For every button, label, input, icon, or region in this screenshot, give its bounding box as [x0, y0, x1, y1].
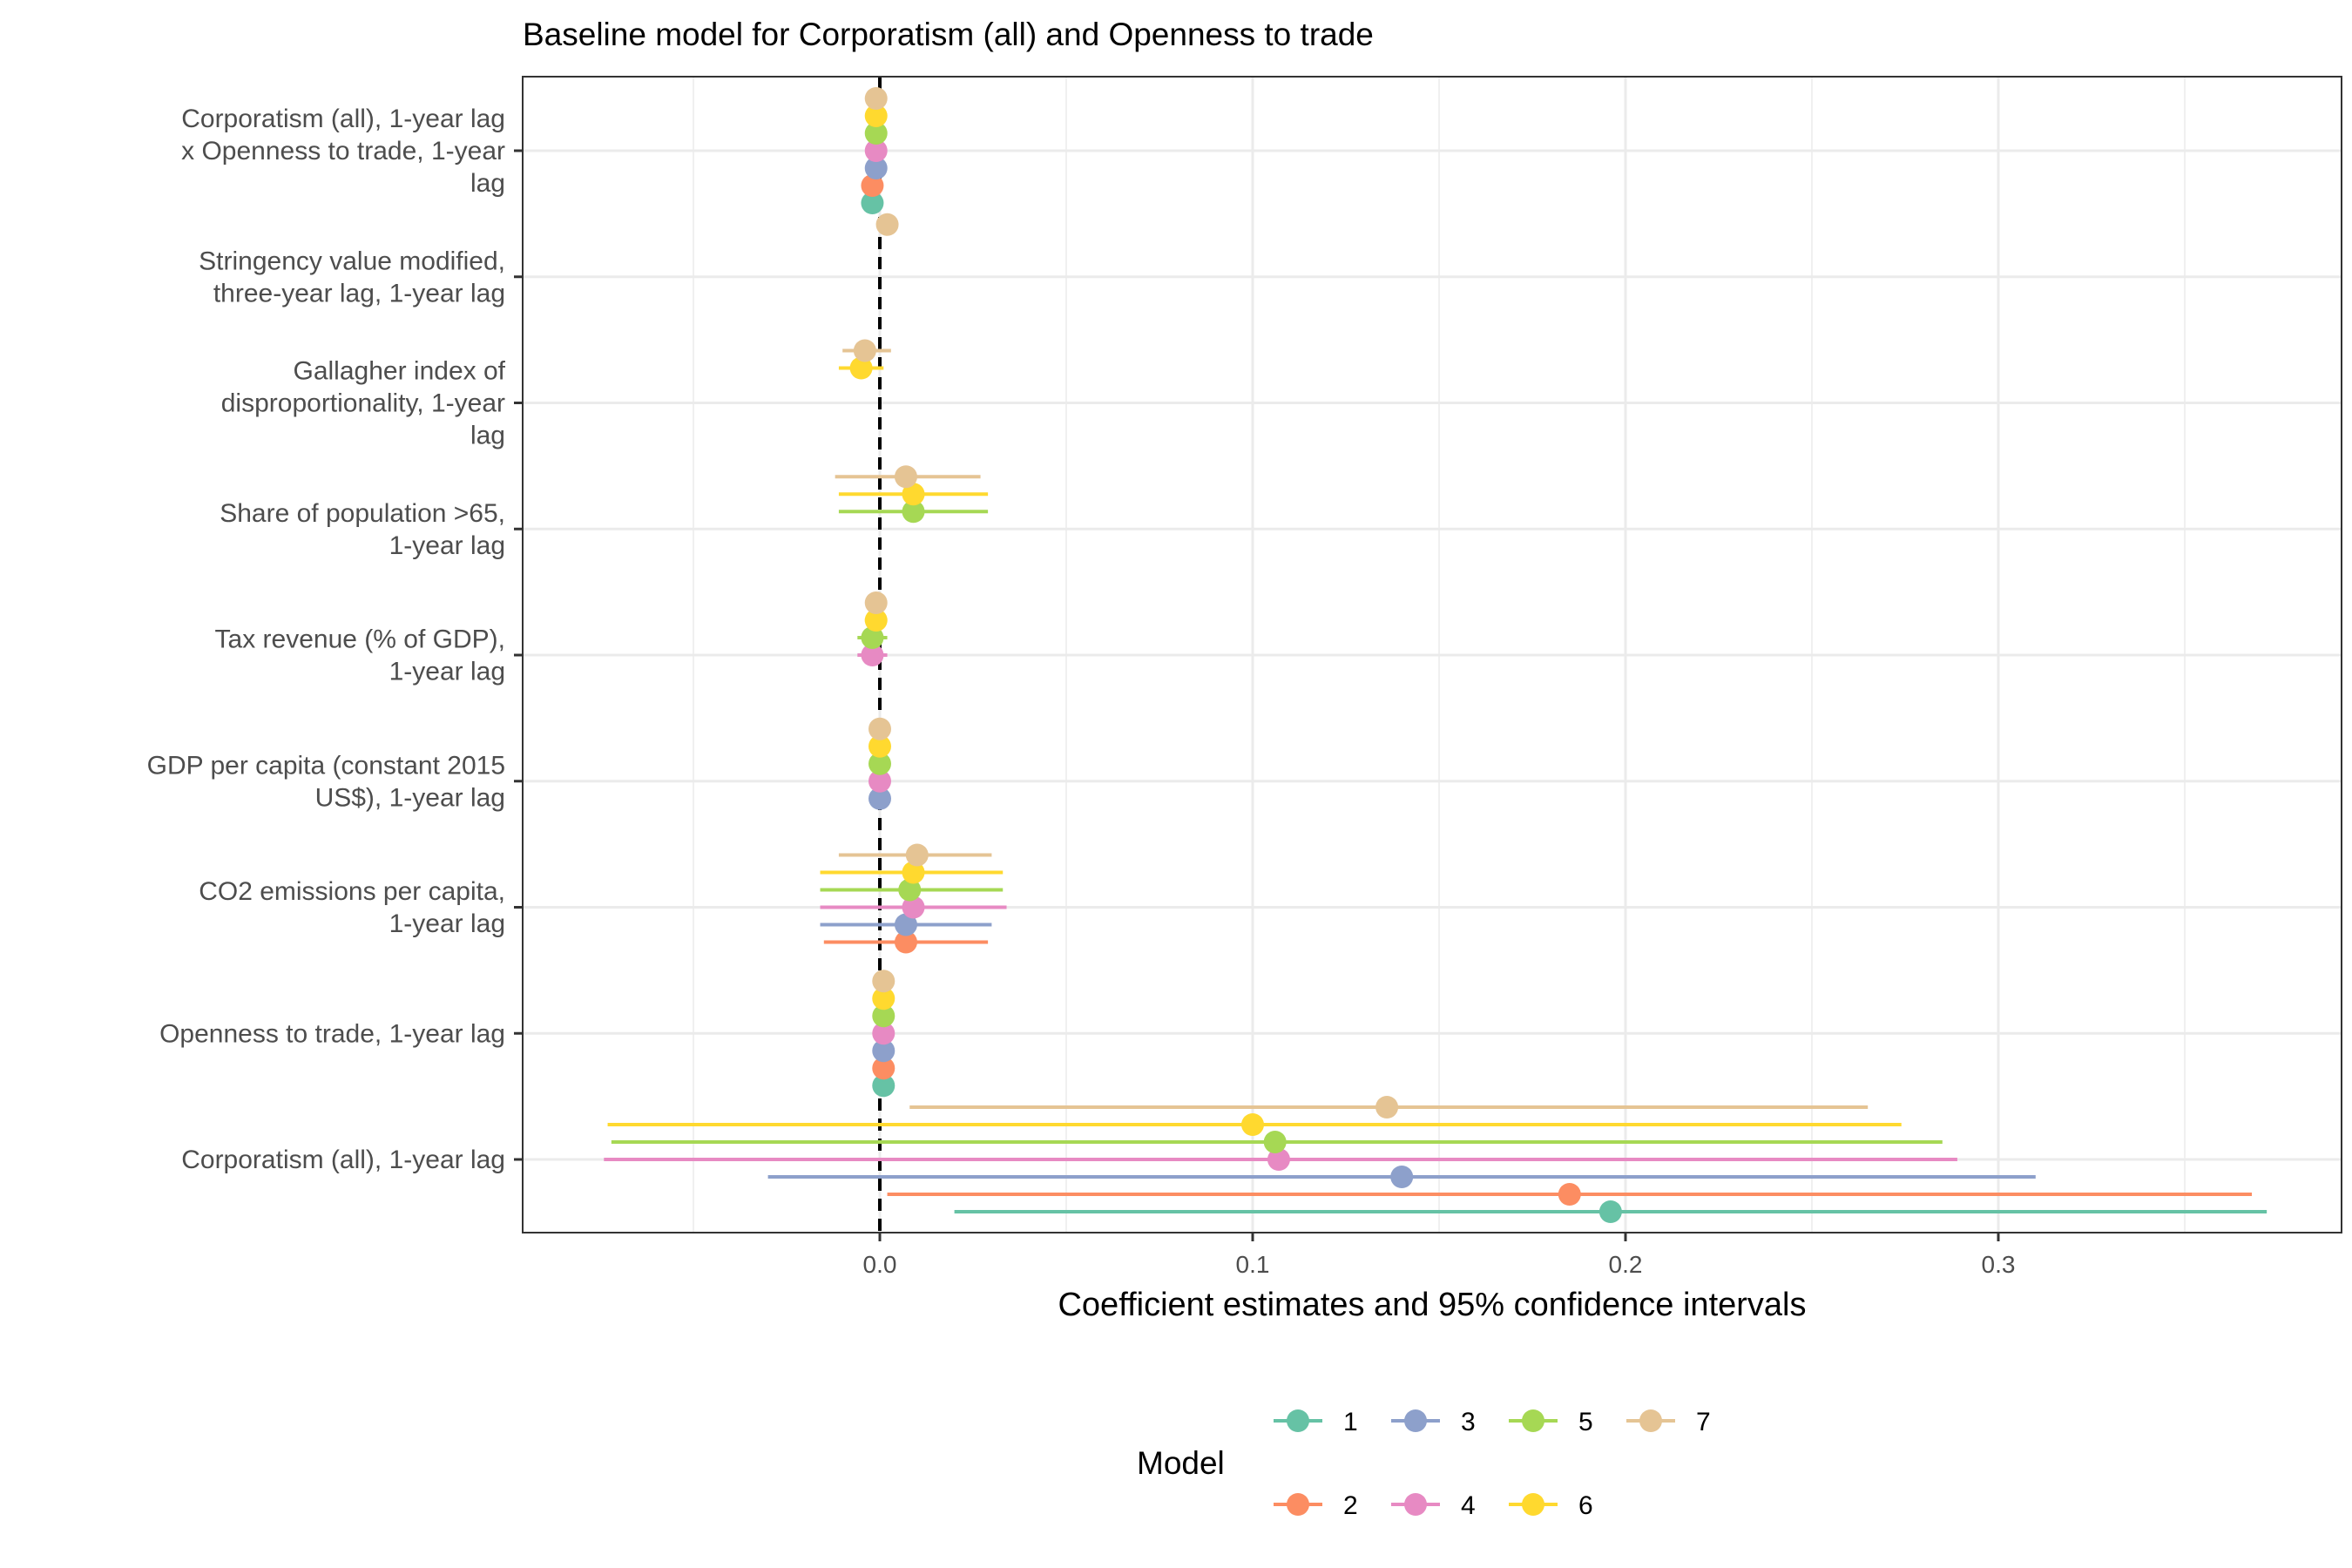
x-tick-label: 0.2	[1609, 1251, 1643, 1278]
x-axis-title: Coefficient estimates and 95% confidence…	[1058, 1287, 1806, 1323]
coefficient-point	[894, 465, 917, 489]
coefficient-point	[868, 717, 891, 740]
y-tick-label: Stringency value modified, three-year lag…	[199, 247, 505, 308]
series-model-4-points	[861, 139, 1290, 1171]
legend: Model 1 2 3 4 5 6 7	[1137, 1408, 1711, 1520]
coefficient-point	[872, 1004, 896, 1028]
legend-label: 4	[1461, 1491, 1476, 1520]
legend-item-7: 7	[1626, 1408, 1711, 1436]
coefficient-point	[894, 913, 917, 936]
coefficient-point	[1375, 1096, 1399, 1119]
coefficient-point	[868, 734, 891, 758]
y-tick-label: Share of population >65, 1-year lag	[220, 499, 505, 560]
series-model-3-points	[864, 157, 1414, 1188]
coefficient-point	[872, 1057, 896, 1080]
y-tick-label: Gallagher index of disproportionality, 1-…	[221, 357, 506, 450]
y-tick-label: CO2 emissions per capita, 1-year lag	[199, 877, 505, 938]
coefficient-point	[1598, 1200, 1622, 1223]
x-tick-label: 0.0	[863, 1251, 897, 1278]
coefficient-point	[864, 157, 888, 179]
coefficient-point	[864, 105, 888, 127]
legend-title: Model	[1137, 1445, 1225, 1481]
legend-label: 3	[1461, 1408, 1476, 1436]
coefficient-point	[868, 787, 891, 810]
y-tick-label: Corporatism (all), 1-year lag	[181, 1146, 505, 1174]
coefficient-point	[872, 970, 896, 993]
y-axis: Corporatism (all), 1-year lag x Openness …	[147, 105, 523, 1174]
grid-lines	[523, 77, 2342, 1233]
coefficient-point	[872, 987, 896, 1010]
legend-key-point	[1287, 1409, 1309, 1432]
legend-key-point	[1404, 1493, 1427, 1516]
series-model-7	[835, 97, 1869, 1109]
coefficient-point	[864, 139, 888, 162]
series-model-1	[868, 201, 2268, 1213]
coefficient-point	[894, 930, 917, 954]
coefficient-point	[872, 1074, 896, 1098]
y-tick-label: Corporatism (all), 1-year lag x Openness …	[181, 105, 505, 198]
legend-label: 7	[1696, 1408, 1711, 1436]
legend-key-point	[1404, 1409, 1427, 1432]
legend-label: 6	[1578, 1491, 1593, 1520]
legend-item-1: 1	[1274, 1408, 1358, 1436]
series-model-2	[823, 184, 2253, 1196]
coefficient-point	[849, 356, 873, 380]
coefficient-point	[1558, 1183, 1581, 1206]
y-tick-label: Tax revenue (% of GDP), 1-year lag	[215, 625, 505, 686]
coefficient-point	[905, 843, 929, 867]
series-model-5-points	[861, 122, 1287, 1153]
legend-key-point	[1287, 1493, 1309, 1516]
coefficient-point	[853, 339, 876, 362]
coefficient-point	[861, 192, 884, 214]
coefficient-point	[902, 896, 925, 919]
coefficient-point	[868, 752, 891, 775]
legend-key-point	[1522, 1493, 1544, 1516]
legend-label: 2	[1343, 1491, 1358, 1520]
legend-key-point	[1639, 1409, 1662, 1432]
coefficient-point	[861, 174, 884, 197]
coefficient-point	[864, 591, 888, 614]
series-model-2-points	[861, 174, 1581, 1206]
series-model-1-points	[861, 192, 1622, 1223]
legend-label: 5	[1578, 1408, 1593, 1436]
coefficient-point	[872, 1022, 896, 1045]
legend-item-2: 2	[1274, 1491, 1358, 1520]
y-tick-label: GDP per capita (constant 2015 US$), 1-yea…	[147, 751, 505, 812]
series-model-7-points	[853, 87, 1399, 1119]
legend-item-5: 5	[1509, 1408, 1593, 1436]
coefficient-point	[864, 609, 888, 632]
coefficient-point	[1263, 1131, 1287, 1153]
coefficient-point	[1241, 1113, 1264, 1136]
legend-label: 1	[1343, 1408, 1358, 1436]
coefficient-point	[861, 626, 884, 649]
series-model-3	[767, 166, 2036, 1179]
coefficient-point	[861, 644, 884, 666]
coefficient-point	[872, 1039, 896, 1063]
legend-item-4: 4	[1391, 1491, 1476, 1520]
x-tick-label: 0.1	[1236, 1251, 1270, 1278]
series-model-6-points	[849, 105, 1264, 1136]
coefficient-point	[902, 483, 925, 506]
x-tick-label: 0.3	[1982, 1251, 2016, 1278]
y-tick-label: Openness to trade, 1-year lag	[159, 1019, 505, 1048]
coefficient-point	[864, 122, 888, 145]
coefficient-point	[898, 878, 922, 902]
chart-title: Baseline model for Corporatism (all) and…	[523, 17, 1374, 52]
legend-item-6: 6	[1509, 1491, 1593, 1520]
coefficient-point	[868, 769, 891, 793]
coefficient-point	[1267, 1148, 1290, 1171]
legend-item-3: 3	[1391, 1408, 1476, 1436]
series-model-6	[607, 114, 1902, 1126]
coefficient-point	[864, 87, 888, 110]
coefficient-point	[1390, 1166, 1414, 1188]
coefficient-point	[875, 213, 899, 236]
series-model-5	[611, 132, 1943, 1144]
coefficient-point	[902, 500, 925, 524]
x-axis: 0.0 0.1 0.2 0.3	[863, 1233, 2016, 1278]
legend-key-point	[1522, 1409, 1544, 1432]
coefficient-point	[902, 861, 925, 884]
series-layer	[604, 87, 2268, 1223]
